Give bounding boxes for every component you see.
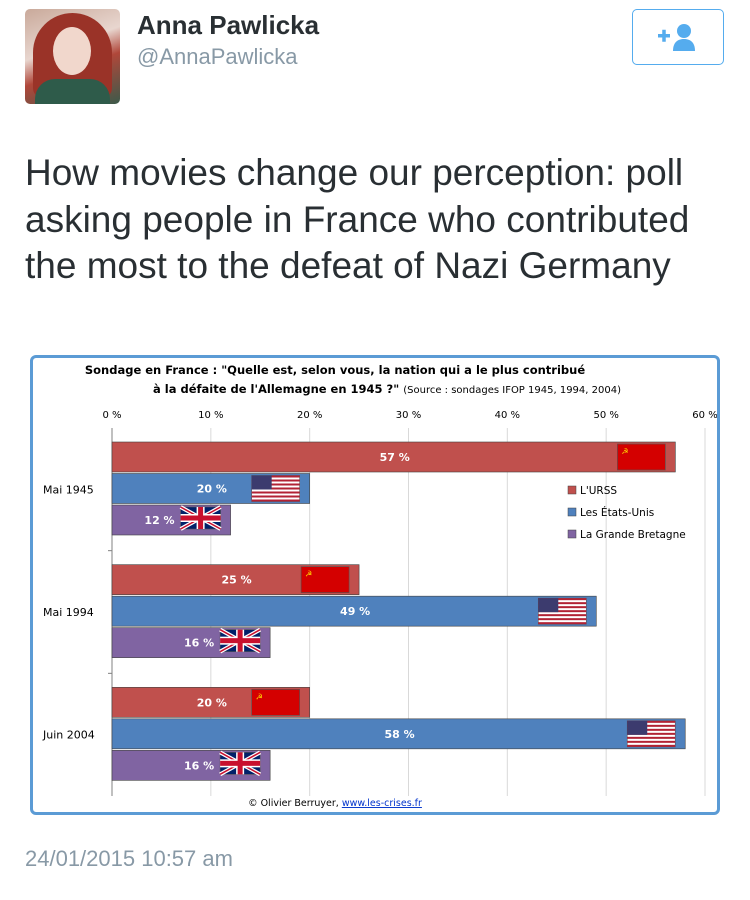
chart-image[interactable]: Sondage en France : "Quelle est, selon v…	[30, 355, 720, 815]
legend-label: L'URSS	[580, 485, 617, 497]
legend-swatch	[567, 485, 577, 495]
hammer-sickle-icon: ☭	[621, 447, 628, 456]
usa-flag-stripe	[538, 610, 587, 613]
avatar-face	[53, 27, 91, 75]
credit-text: © Olivier Berruyer,	[248, 798, 342, 809]
usa-flag-stripe	[627, 736, 676, 739]
legend-swatch	[567, 529, 577, 539]
legend-label: La Grande Bretagne	[580, 529, 686, 541]
ussr-flag-icon	[251, 689, 300, 716]
legend-label: Les États-Unis	[580, 506, 654, 519]
credit-link[interactable]: www.les-crises.fr	[342, 798, 422, 809]
chart-title-question: à la défaite de l'Allemagne en 1945 ?"	[153, 382, 403, 396]
usa-flag-stripe	[251, 499, 300, 502]
x-tick-label: 50 %	[593, 410, 618, 421]
category-label: Mai 1994	[43, 606, 94, 619]
x-tick-label: 0 %	[102, 410, 121, 421]
author-name[interactable]: Anna Pawlicka	[137, 10, 320, 40]
hammer-sickle-icon: ☭	[305, 570, 312, 579]
ussr-flag-icon	[617, 443, 666, 471]
usa-flag-stripe	[627, 724, 676, 727]
chart-credit: © Olivier Berruyer, www.les-crises.fr	[248, 798, 422, 809]
chart-title-line1: Sondage en France : "Quelle est, selon v…	[85, 363, 585, 377]
chart-source: (Source : sondages IFOP 1945, 1994, 2004…	[403, 385, 621, 396]
data-label: 20 %	[197, 483, 227, 496]
usa-flag-canton	[251, 475, 272, 490]
usa-flag-stripe	[538, 618, 587, 621]
add-user-icon	[658, 24, 695, 51]
data-label: 12 %	[144, 514, 174, 527]
ussr-flag-icon	[300, 566, 350, 593]
uk-flag-cross-red	[180, 515, 221, 521]
usa-flag-stripe	[627, 732, 676, 735]
usa-flag-stripe	[251, 483, 300, 486]
follow-button[interactable]	[632, 9, 724, 65]
usa-flag-stripe	[538, 598, 587, 601]
bar	[111, 441, 676, 473]
x-tick-label: 60 %	[692, 410, 717, 421]
x-tick-label: 40 %	[495, 410, 520, 421]
data-label: 16 %	[184, 637, 214, 650]
usa-flag-stripe	[627, 740, 676, 743]
usa-flag-stripe	[538, 606, 587, 609]
category-label: Juin 2004	[42, 729, 95, 742]
tweet-text: How movies change our perception: poll a…	[25, 152, 690, 286]
usa-flag-stripe	[538, 622, 587, 625]
uk-flag-cross-red	[220, 760, 261, 766]
uk-flag-cross-red	[220, 638, 261, 644]
usa-flag-canton	[627, 720, 648, 735]
usa-flag-stripe	[538, 614, 587, 617]
usa-flag-stripe	[251, 475, 300, 478]
usa-flag-stripe	[251, 487, 300, 490]
bar	[111, 595, 597, 627]
usa-flag-stripe	[538, 602, 587, 605]
data-label: 25 %	[221, 574, 251, 587]
bar	[111, 718, 686, 750]
data-label: 16 %	[184, 759, 214, 772]
poll-bar-chart: Sondage en France : "Quelle est, selon v…	[42, 363, 717, 809]
tweet-timestamp[interactable]: 24/01/2015 10:57 am	[25, 846, 233, 871]
x-tick-label: 20 %	[297, 410, 322, 421]
avatar-shirt	[35, 79, 110, 104]
data-label: 57 %	[380, 451, 410, 464]
usa-flag-stripe	[627, 728, 676, 731]
usa-flag-stripe	[251, 479, 300, 482]
hammer-sickle-icon: ☭	[256, 692, 263, 701]
legend-swatch	[567, 507, 577, 517]
usa-flag-stripe	[627, 720, 676, 723]
data-label: 20 %	[197, 696, 227, 709]
usa-flag-canton	[538, 598, 559, 613]
author-avatar[interactable]	[25, 9, 120, 104]
x-tick-label: 30 %	[396, 410, 421, 421]
author-handle[interactable]: @AnnaPawlicka	[137, 44, 298, 69]
data-label: 49 %	[340, 605, 370, 618]
category-label: Mai 1945	[43, 483, 94, 496]
data-label: 58 %	[385, 728, 415, 741]
usa-flag-stripe	[251, 495, 300, 498]
usa-flag-stripe	[627, 744, 676, 747]
x-tick-label: 10 %	[198, 410, 223, 421]
chart-title-line2: à la défaite de l'Allemagne en 1945 ?" (…	[153, 382, 621, 396]
usa-flag-stripe	[251, 491, 300, 494]
